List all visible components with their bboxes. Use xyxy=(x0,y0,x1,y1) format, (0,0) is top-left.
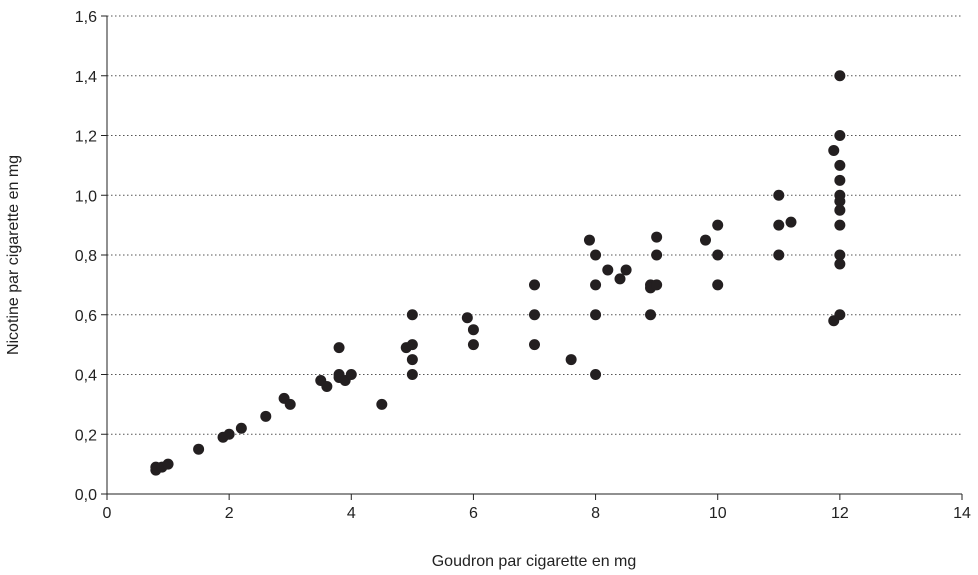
data-point xyxy=(834,258,846,270)
x-tick-label-4: 8 xyxy=(591,505,600,522)
data-point xyxy=(284,398,296,410)
x-tick-label-3: 6 xyxy=(469,505,478,522)
data-point xyxy=(712,249,724,261)
data-point xyxy=(461,312,473,324)
data-point xyxy=(700,234,711,246)
data-point xyxy=(162,458,174,470)
x-tick-label-2: 4 xyxy=(347,505,356,522)
data-point xyxy=(223,428,235,440)
data-point xyxy=(583,234,595,246)
y-tick-label-1: 0,2 xyxy=(75,427,97,444)
x-tick-label-0: 0 xyxy=(103,505,112,522)
data-point xyxy=(406,339,418,351)
data-point xyxy=(645,309,657,321)
y-tick-label-7: 1,4 xyxy=(75,69,97,86)
x-tick-label-7: 14 xyxy=(953,505,971,522)
data-point xyxy=(834,195,846,207)
y-tick-label-4: 0,8 xyxy=(75,248,97,265)
data-point xyxy=(712,219,724,231)
data-point xyxy=(651,279,663,291)
data-point xyxy=(773,219,785,231)
x-tick-label-5: 10 xyxy=(709,505,727,522)
data-point xyxy=(834,159,846,171)
axes xyxy=(101,15,963,500)
data-point xyxy=(590,369,602,380)
data-point xyxy=(773,249,785,261)
data-point xyxy=(529,279,540,291)
data-point xyxy=(467,324,479,336)
data-point xyxy=(620,264,632,276)
data-point xyxy=(590,249,602,261)
data-point xyxy=(406,309,418,321)
y-tick-label-3: 0,6 xyxy=(75,308,97,325)
data-point xyxy=(376,398,388,410)
data-point xyxy=(828,144,840,156)
data-point xyxy=(834,174,846,186)
data-point xyxy=(529,309,540,321)
y-tick-label-2: 0,4 xyxy=(75,368,97,385)
data-point xyxy=(467,339,479,351)
data-point xyxy=(235,422,247,434)
data-point xyxy=(260,410,272,422)
grid-lines xyxy=(107,15,962,435)
data-point xyxy=(321,380,333,392)
tick-labels: 0,0 0,2 0,4 0,6 0,8 1,0 1,2 1,4 1,6 0 2 4 6 8 10 12 14 xyxy=(75,9,971,522)
data-point xyxy=(193,443,205,455)
data-point xyxy=(834,219,846,231)
data-point xyxy=(333,342,345,354)
data-point xyxy=(773,189,785,201)
data-point xyxy=(785,216,797,228)
data-point xyxy=(565,354,577,366)
data-point xyxy=(834,204,846,216)
data-point xyxy=(406,369,418,380)
data-point xyxy=(651,249,663,261)
data-point xyxy=(406,354,418,366)
data-point xyxy=(614,273,626,285)
data-point xyxy=(529,339,540,351)
y-tick-label-0: 0,0 xyxy=(75,487,97,504)
data-point xyxy=(602,264,614,276)
data-point xyxy=(651,231,663,243)
x-tick-label-1: 2 xyxy=(225,505,234,522)
data-point xyxy=(345,369,357,380)
data-points xyxy=(150,70,846,476)
y-tick-label-6: 1,2 xyxy=(75,129,97,146)
y-tick-label-8: 1,6 xyxy=(75,9,97,26)
data-point xyxy=(834,130,846,141)
data-point xyxy=(834,249,846,261)
data-point xyxy=(712,279,724,291)
data-point xyxy=(590,279,602,291)
x-axis-title: Goudron par cigarette en mg xyxy=(432,553,637,570)
y-tick-label-5: 1,0 xyxy=(75,188,97,205)
x-tick-label-6: 12 xyxy=(831,505,849,522)
data-point xyxy=(834,309,846,321)
data-point xyxy=(834,70,846,82)
y-axis-title: Nicotine par cigarette en mg xyxy=(5,155,22,355)
data-point xyxy=(590,309,602,321)
